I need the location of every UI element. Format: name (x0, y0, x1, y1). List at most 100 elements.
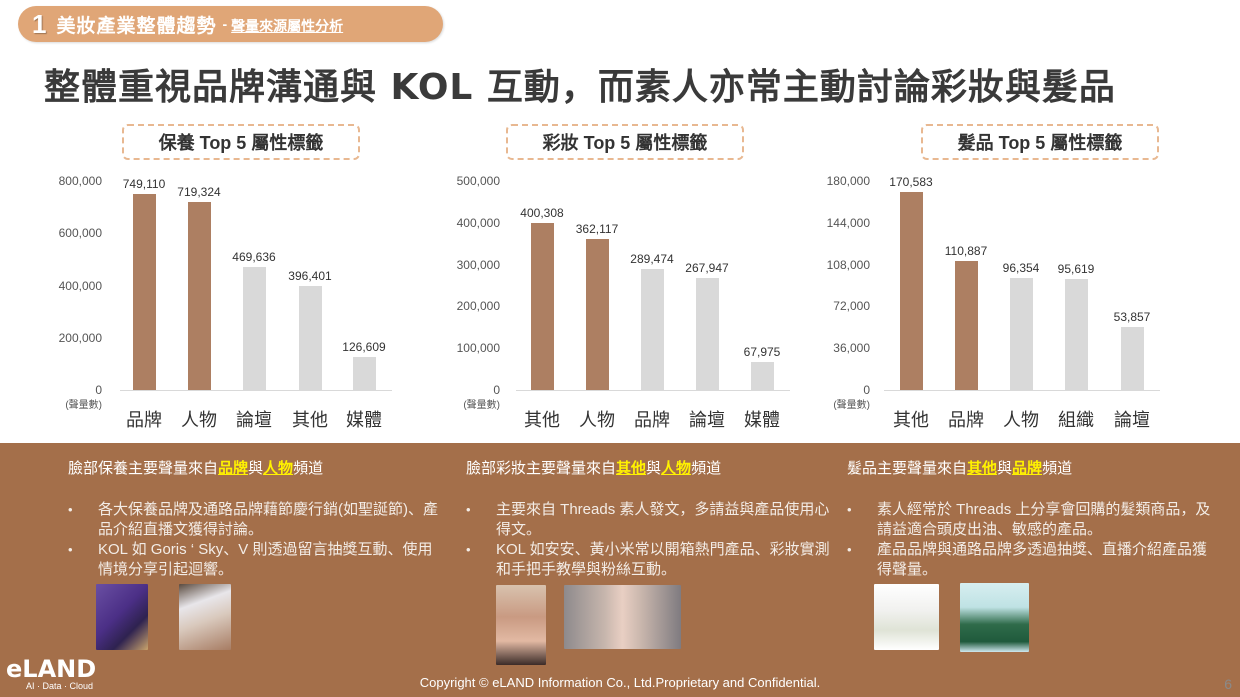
section-title: 美妝產業整體趨勢 (56, 15, 217, 37)
x-axis-category-label: 其他 (292, 410, 328, 430)
y-axis-tick: 600,000 (58, 226, 102, 241)
x-axis-category-label: 人物 (1003, 410, 1039, 430)
logo-tagline: AI · Data · Cloud (26, 681, 94, 691)
bar (695, 277, 719, 390)
bullet-item: KOL 如 Goris ‘ Sky、V 則透過留言抽獎互動、使用情境分享引起迴響… (68, 540, 438, 580)
bar (1064, 278, 1088, 390)
heading-highlight: 人物 (661, 460, 692, 477)
bar-value-label: 362,117 (575, 221, 619, 236)
chart-title: 彩妝 Top 5 屬性標籤 (506, 124, 744, 160)
green-shampoo-ad-banner (960, 583, 1029, 652)
x-axis-category-label: 品牌 (948, 410, 984, 430)
bar-value-label: 400,308 (520, 205, 564, 220)
heading-highlight: 其他 (967, 460, 998, 477)
x-axis-category-label: 媒體 (744, 410, 780, 430)
x-axis-category-label: 其他 (524, 410, 560, 430)
bar-value-label: 267,947 (685, 260, 729, 275)
bar-value-label: 469,636 (232, 250, 276, 265)
bullet-item: 產品品牌與通路品牌多透過抽獎、直播介紹產品獲得聲量。 (847, 540, 1217, 580)
x-axis-line (120, 390, 392, 391)
x-axis-category-label: 論壇 (1114, 410, 1150, 430)
heading-text: 與 (646, 460, 662, 477)
kol-makeup-video-screenshot (564, 585, 681, 649)
skincare-bar-chart: 保養 Top 5 屬性標籤 800,000 600,000 400,000 200,00… (40, 124, 420, 444)
section-header-pill: 1 美妝產業整體趨勢 - 聲量來源屬性分析 (18, 6, 443, 42)
y-axis-tick: 36,000 (833, 341, 870, 356)
bar-value-label: 719,324 (177, 185, 221, 200)
x-axis-category-label: 人物 (579, 410, 615, 430)
bar-value-label: 126,609 (342, 339, 386, 354)
heading-text: 頻道 (691, 460, 722, 477)
insights-panel: 臉部保養主要聲量來自品牌與人物頻道 各大保養品牌及通路品牌藉節慶行銷(如聖誕節)… (0, 443, 1240, 697)
heading-text: 臉部彩妝主要聲量來自 (466, 460, 617, 477)
y-axis-unit-label: (聲量數) (833, 400, 870, 411)
y-axis-tick: 100,000 (456, 341, 500, 356)
x-axis-category-label: 品牌 (634, 410, 670, 430)
x-axis-line (516, 390, 790, 391)
heading-highlight: 其他 (616, 460, 647, 477)
bullet-item: 各大保養品牌及通路品牌藉節慶行銷(如聖誕節)、產品介紹直播文獲得討論。 (68, 500, 438, 540)
insight-heading: 臉部彩妝主要聲量來自其他與人物頻道 (466, 457, 836, 478)
bar (132, 194, 156, 390)
bullet-item: 主要來自 Threads 素人發文，多請益與產品使用心得文。 (466, 500, 836, 540)
y-axis-tick: 0 (863, 383, 870, 397)
x-axis-category-label: 論壇 (689, 410, 725, 430)
y-axis-unit-label: (聲量數) (65, 400, 102, 411)
heading-text: 髮品主要聲量來自 (847, 460, 968, 477)
insight-heading: 臉部保養主要聲量來自品牌與人物頻道 (68, 457, 438, 478)
insight-skincare: 臉部保養主要聲量來自品牌與人物頻道 各大保養品牌及通路品牌藉節慶行銷(如聖誕節)… (68, 457, 438, 580)
bar (750, 361, 774, 390)
bullet-item: 素人經常於 Threads 上分享會回購的髮類商品，及請益適合頭皮出油、敏感的產… (847, 500, 1217, 540)
y-axis-tick: 500,000 (456, 174, 500, 188)
heading-text: 頻道 (293, 460, 324, 477)
heading-text: 與 (997, 460, 1013, 477)
bar (352, 356, 376, 390)
kol-makeup-tutorial-portrait (496, 585, 546, 665)
hand-swatch-with-sponges-photo (179, 584, 231, 650)
y-axis-tick: 300,000 (456, 257, 500, 272)
heading-text: 與 (248, 460, 264, 477)
bar (530, 222, 554, 390)
y-axis-tick: 144,000 (826, 215, 870, 230)
y-axis-unit-label: (聲量數) (463, 400, 500, 411)
makeup-bar-chart: 彩妝 Top 5 屬性標籤 500,000 400,000 300,000 200,00… (440, 124, 820, 444)
heading-highlight: 品牌 (218, 460, 249, 477)
bar-value-label: 95,619 (1057, 261, 1095, 276)
bar-value-label: 96,354 (1002, 261, 1040, 276)
x-axis-category-label: 組織 (1058, 410, 1094, 430)
purple-skincare-gift-box-photo (96, 584, 148, 650)
bar-value-label: 396,401 (288, 269, 332, 284)
y-axis-tick: 72,000 (833, 299, 870, 314)
y-axis-tick: 0 (493, 383, 500, 397)
chart-title: 保養 Top 5 屬性標籤 (122, 124, 360, 160)
page-headline: 整體重視品牌溝通與 KOL 互動，而素人亦常主動討論彩妝與髮品 (44, 67, 1116, 108)
heading-highlight: 品牌 (1012, 460, 1043, 477)
bar-value-label: 110,887 (944, 244, 988, 259)
eland-logo: eLAND AI · Data · Cloud (6, 655, 96, 691)
insight-bullets: 素人經常於 Threads 上分享會回購的髮類商品，及請益適合頭皮出油、敏感的產… (847, 500, 1217, 580)
y-axis-tick: 0 (95, 383, 102, 397)
bar (954, 261, 978, 390)
y-axis-tick: 180,000 (826, 174, 870, 188)
bar-value-label: 67,975 (743, 344, 781, 359)
bar-value-label: 53,857 (1113, 310, 1151, 325)
copyright-text: Copyright © eLAND Information Co., Ltd.P… (419, 675, 821, 690)
bar (1009, 278, 1033, 390)
bar (899, 191, 923, 390)
bar (187, 202, 211, 390)
insight-makeup: 臉部彩妝主要聲量來自其他與人物頻道 主要來自 Threads 素人發文，多請益與… (466, 457, 836, 580)
x-axis-category-label: 論壇 (236, 410, 272, 430)
y-axis-tick: 400,000 (58, 278, 102, 293)
chart-title: 髮品 Top 5 屬性標籤 (921, 124, 1159, 160)
bar (298, 286, 322, 390)
bar (640, 268, 664, 390)
page-number: 6 (1224, 676, 1232, 692)
bar-value-label: 170,583 (889, 174, 933, 189)
bar (242, 267, 266, 390)
y-axis-tick: 108,000 (826, 257, 870, 272)
y-axis-tick: 400,000 (456, 215, 500, 230)
section-subtitle: 聲量來源屬性分析 (231, 18, 344, 34)
heading-text: 頻道 (1042, 460, 1073, 477)
insight-bullets: 各大保養品牌及通路品牌藉節慶行銷(如聖誕節)、產品介紹直播文獲得討論。 KOL … (68, 500, 438, 580)
bar (585, 238, 609, 390)
